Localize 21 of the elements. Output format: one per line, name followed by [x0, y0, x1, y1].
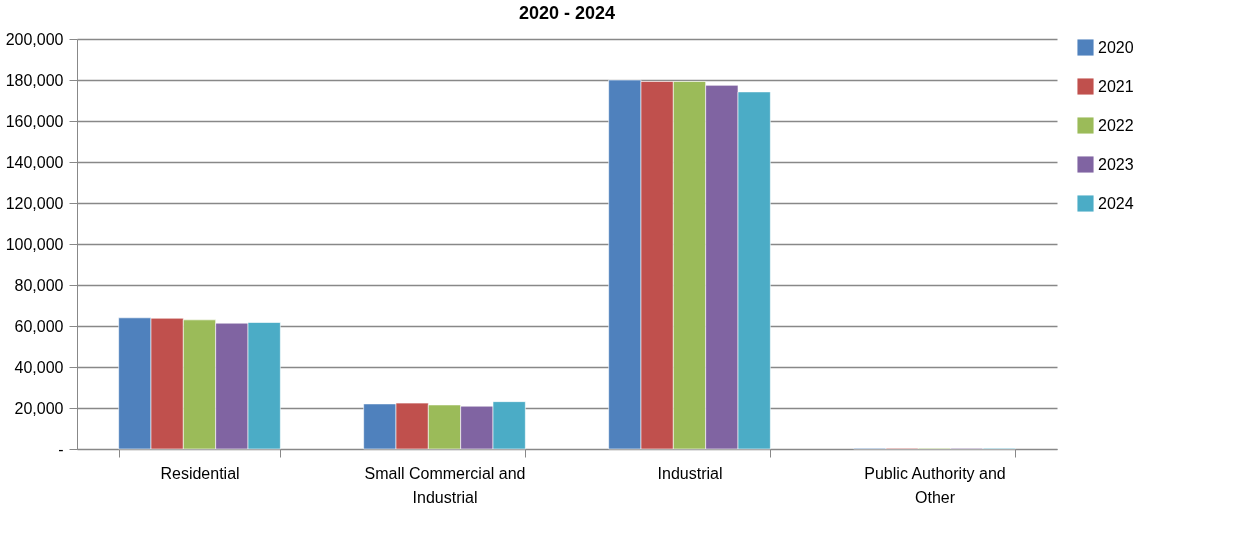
x-tick-label: Industrial [657, 464, 723, 482]
y-tick-label: 60,000 [14, 317, 64, 335]
x-tick-label: Residential [160, 464, 240, 482]
y-tick-label: - [58, 440, 64, 458]
chart-title: 2020 - 2024 [518, 3, 616, 23]
legend-label: 2024 [1098, 194, 1134, 212]
legend-label: 2023 [1098, 155, 1134, 173]
x-tick-label: Small Commercial and Industrial [364, 464, 526, 506]
y-tick-label: 20,000 [14, 399, 64, 417]
y-tick-label: 200,000 [5, 30, 64, 48]
y-tick-label: 180,000 [5, 71, 64, 89]
legend-label: 2020 [1098, 38, 1134, 56]
x-tick-label: Public Authority and Other [864, 464, 1006, 506]
y-tick-label: 160,000 [5, 112, 64, 130]
y-tick-label: 100,000 [5, 235, 64, 253]
y-tick-label: 80,000 [14, 276, 64, 294]
y-tick-label: 140,000 [5, 153, 64, 171]
y-tick-label: 120,000 [5, 194, 64, 212]
legend-label: 2022 [1098, 116, 1134, 134]
y-tick-label: 40,000 [14, 358, 64, 376]
legend-label: 2021 [1098, 77, 1134, 95]
